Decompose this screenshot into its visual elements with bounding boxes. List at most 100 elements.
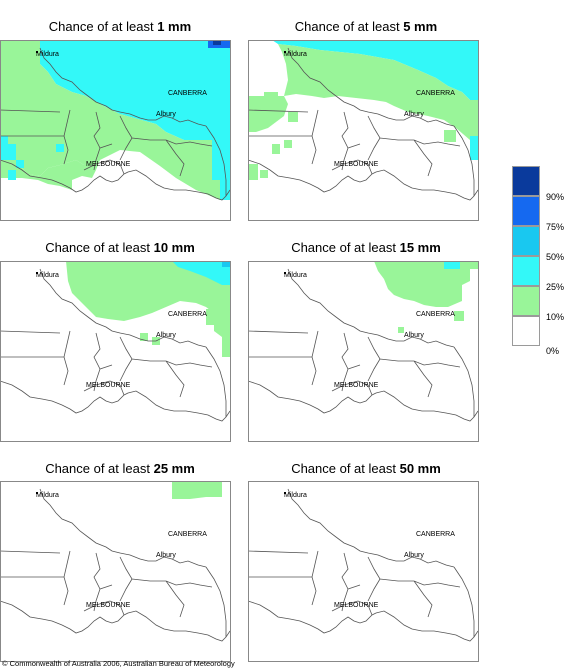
shading-blue xyxy=(213,40,221,45)
shading-green xyxy=(288,112,298,122)
melbourne-label: MELBOURNE xyxy=(334,602,379,609)
canberra-label: CANBERRA xyxy=(168,90,207,97)
shading-cyan xyxy=(56,144,64,152)
map-panel-5mm: Mildura CANBERRA Albury MELBOURNE xyxy=(248,40,479,221)
canberra-label: CANBERRA xyxy=(416,311,455,318)
map-panel-10mm: Mildura CANBERRA Albury MELBOURNE xyxy=(0,261,231,442)
legend-label-0: 0% xyxy=(546,346,560,356)
map-frame xyxy=(248,261,479,442)
panel-title-25mm: Chance of at least 25 mm xyxy=(0,461,240,476)
title-amount: 25 mm xyxy=(153,461,195,476)
murray-river-border xyxy=(39,488,207,568)
map-lines xyxy=(0,268,231,422)
albury-label: Albury xyxy=(156,552,176,559)
murray-river-border xyxy=(287,268,455,348)
coastline xyxy=(248,380,479,422)
melbourne-outline xyxy=(331,600,373,616)
panel-title-1mm: Chance of at least 1 mm xyxy=(0,19,240,34)
panel-title-50mm: Chance of at least 50 mm xyxy=(246,461,486,476)
mildura-marker xyxy=(284,51,286,53)
shading-green xyxy=(264,92,278,102)
shading-cyan xyxy=(16,160,24,168)
melbourne-label: MELBOURNE xyxy=(86,382,131,389)
district-boundary xyxy=(0,550,213,618)
mildura-label: Mildura xyxy=(36,492,59,499)
mildura-marker xyxy=(36,51,38,53)
legend-swatch-25 xyxy=(512,256,540,286)
map-lines xyxy=(0,488,231,642)
shading-green xyxy=(96,301,104,309)
legend-label-10: 10% xyxy=(546,312,565,322)
title-amount: 15 mm xyxy=(399,240,441,255)
state-border xyxy=(453,125,475,196)
title-prefix: Chance of at least xyxy=(294,19,400,34)
shading-cyan xyxy=(172,261,231,285)
shading-green xyxy=(444,130,456,142)
mildura-label: Mildura xyxy=(284,272,307,279)
shading-green xyxy=(0,40,220,200)
map-lines xyxy=(248,47,479,201)
shading-green xyxy=(284,140,292,148)
district-boundary xyxy=(0,109,213,177)
state-border xyxy=(205,566,227,637)
mildura-label: Mildura xyxy=(36,51,59,58)
map-frame xyxy=(248,40,479,221)
canberra-label: CANBERRA xyxy=(416,90,455,97)
state-border xyxy=(205,346,227,417)
district-boundary xyxy=(248,330,461,398)
legend-swatch-90 xyxy=(512,166,540,196)
albury-label: Albury xyxy=(404,552,424,559)
title-prefix: Chance of at least xyxy=(45,461,150,476)
shading-cyan xyxy=(40,40,231,200)
legend-label-90: 90% xyxy=(546,192,565,202)
shading-green xyxy=(398,327,404,333)
rain-shading xyxy=(0,40,231,200)
mildura-label: Mildura xyxy=(284,492,307,499)
mildura-label: Mildura xyxy=(36,272,59,279)
map-lines xyxy=(248,268,479,422)
shading-green xyxy=(272,144,280,154)
map-frame xyxy=(248,481,479,662)
title-prefix: Chance of at least xyxy=(291,240,396,255)
district-boundary xyxy=(0,330,213,398)
shading-green xyxy=(206,309,214,325)
melbourne-label: MELBOURNE xyxy=(334,382,379,389)
shading-cyan xyxy=(272,40,479,100)
melbourne-label: MELBOURNE xyxy=(334,161,379,168)
state-border xyxy=(453,346,475,417)
shading-green xyxy=(66,261,231,357)
mildura-marker xyxy=(36,492,38,494)
map-panel-25mm: Mildura CANBERRA Albury MELBOURNE xyxy=(0,481,231,662)
state-border xyxy=(453,566,475,637)
shading-cyan xyxy=(444,261,460,269)
murray-river-border xyxy=(39,47,207,127)
coastline xyxy=(248,159,479,201)
coastline xyxy=(0,159,231,201)
shading-green xyxy=(454,311,464,321)
title-amount: 10 mm xyxy=(153,240,195,255)
map-frame xyxy=(0,261,231,442)
district-boundary xyxy=(248,550,461,618)
map-lines xyxy=(248,488,479,642)
melbourne-label: MELBOURNE xyxy=(86,161,131,168)
shading-cyan xyxy=(0,144,16,160)
legend-label-25: 25% xyxy=(546,282,565,292)
map-panel-1mm: Mildura CANBERRA Albury MELBOURNE xyxy=(0,40,231,221)
shading-green xyxy=(260,170,268,178)
shading-cyan xyxy=(470,136,479,160)
mildura-marker xyxy=(284,272,286,274)
shading-green xyxy=(140,333,148,341)
shading-green xyxy=(248,96,288,132)
legend-swatch-0 xyxy=(512,316,540,346)
mildura-marker xyxy=(284,492,286,494)
rain-shading xyxy=(172,481,222,499)
murray-river-border xyxy=(287,47,455,127)
shading-blue xyxy=(222,261,231,267)
shading-green xyxy=(278,44,479,160)
title-amount: 1 mm xyxy=(157,19,192,34)
shading-green xyxy=(248,164,258,180)
legend-label-50: 50% xyxy=(546,252,565,262)
legend-swatch-50 xyxy=(512,226,540,256)
canberra-label: CANBERRA xyxy=(168,311,207,318)
melbourne-outline xyxy=(83,600,125,616)
